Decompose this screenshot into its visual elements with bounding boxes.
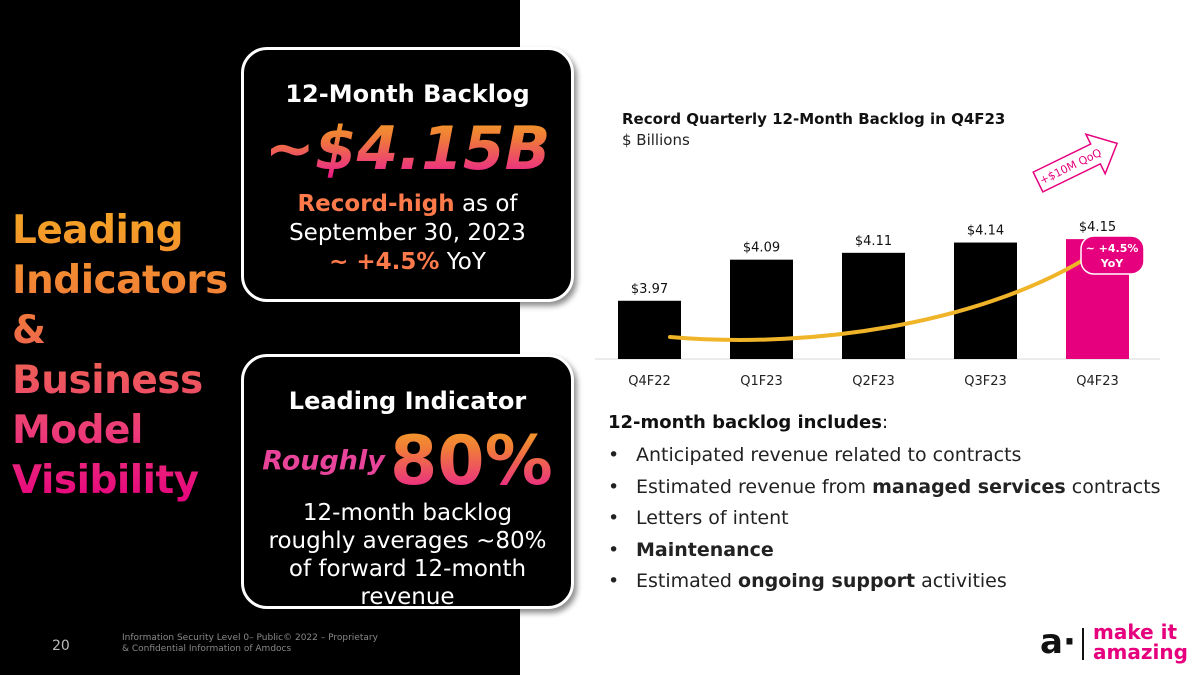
bar-q4f22 (618, 300, 681, 359)
chart-category-labels: Q4F22 Q1F23 Q2F23 Q3F23 Q4F23 (628, 374, 1119, 389)
x-tick-label: Q3F23 (964, 374, 1007, 389)
backlog-card-title: 12-Month Backlog (285, 80, 530, 108)
bullets-title-colon: : (881, 412, 889, 433)
list-item-text: Estimated revenue from (636, 475, 873, 498)
roughly-label: Roughly (262, 445, 385, 477)
page-number: 20 (52, 638, 70, 654)
leading-indicator-value-row: Roughly 80% (244, 421, 571, 501)
bar-value-label: $4.15 (1079, 220, 1116, 235)
logo-divider (1082, 628, 1084, 660)
list-item: • Estimated revenue from managed services… (608, 472, 1161, 504)
bar-value-label: $4.14 (967, 224, 1004, 239)
chart-value-labels: $3.97 $4.09 $4.11 $4.14 $4.15 (631, 220, 1116, 297)
bullet-dot: • (608, 570, 620, 592)
yoy-label: YoY (439, 249, 486, 275)
list-item: • Letters of intent (608, 503, 1161, 535)
qoq-arrow: +$10M QoQ (1032, 132, 1119, 193)
logo-tagline-line2: amazing (1093, 640, 1188, 664)
qoq-arrow-shape (1032, 132, 1119, 193)
yoy-value: ~ +4.5% (329, 249, 440, 275)
bar-q1f23 (730, 259, 793, 359)
headline-line: Model (12, 408, 143, 453)
yoy-badge-label: YoY (1100, 257, 1125, 270)
bullet-dot: • (608, 444, 620, 466)
backlog-description: Record-high as of September 30, 2023 ~ +… (244, 190, 571, 277)
headline: Leading Indicators & Business Model Visi… (12, 206, 242, 506)
chart-title: Record Quarterly 12-Month Backlog in Q4F… (622, 110, 1006, 128)
chart-bars (618, 239, 1129, 359)
list-item-text: Letters of intent (636, 507, 789, 529)
bar-q3f23 (954, 242, 1017, 359)
amdocs-logo: a· make it amazing (1040, 618, 1190, 668)
list-item-bold: ongoing support (738, 570, 916, 592)
list-item: • Anticipated revenue related to contract… (608, 440, 1161, 472)
x-tick-label: Q1F23 (740, 374, 783, 389)
x-tick-label: Q4F23 (1076, 374, 1119, 389)
x-tick-label: Q4F22 (628, 374, 671, 389)
x-tick-label: Q2F23 (852, 374, 895, 389)
footer-classification: Information Security Level 0– Public© 20… (122, 633, 378, 654)
bar-value-label: $4.09 (743, 241, 780, 256)
headline-line: Visibility (12, 458, 199, 503)
list-item: • Maintenance (608, 535, 1161, 567)
backlog-value: ~$4.15B (244, 114, 571, 184)
leading-indicator-title: Leading Indicator (288, 387, 527, 415)
bullets-title-bold: 12-month backlog includes (608, 412, 882, 433)
bullet-dot: • (608, 507, 620, 529)
bullet-dot: • (608, 475, 620, 498)
logo-tagline: make it amazing (1093, 622, 1188, 662)
bar-q2f23 (842, 252, 905, 359)
headline-line: & Business (12, 308, 203, 403)
backlog-card: 12-Month Backlog ~$4.15B Record-high as … (241, 47, 574, 302)
list-item-text: contracts (1065, 475, 1161, 498)
list-item-text: Anticipated revenue related to contracts (636, 444, 1022, 466)
headline-line: Leading (12, 208, 184, 253)
leading-indicator-card: Leading Indicator Roughly 80% 12-month b… (241, 354, 574, 610)
leading-indicator-description: 12-month backlog roughly averages ~80% o… (268, 500, 547, 610)
list-item-text: Estimated (636, 570, 739, 592)
yoy-badge-value: ~ +4.5% (1086, 242, 1139, 255)
headline-line: Indicators (12, 258, 228, 303)
list-item: • Estimated ongoing support activities (608, 566, 1161, 598)
as-of-date: September 30, 2023 (289, 220, 526, 246)
record-high-label: Record-high (297, 191, 455, 217)
chart-subtitle: $ Billions (622, 131, 690, 149)
backlog-includes-list: • Anticipated revenue related to contract… (608, 440, 1161, 598)
bar-value-label: $4.11 (855, 234, 892, 249)
bullet-dot: • (608, 538, 620, 561)
list-item-bold: Maintenance (636, 538, 774, 561)
bar-value-label: $3.97 (631, 282, 668, 297)
list-item-bold: managed services (872, 475, 1066, 498)
logo-mark: a· (1040, 622, 1076, 662)
backlog-bar-chart: $3.97 $4.09 $4.11 $4.14 $4.15 Q4F22 Q1F23 Q2F2… (595, 132, 1160, 389)
list-item-text: activities (915, 570, 1007, 592)
growth-trend-arrow (668, 251, 1097, 342)
logo-tagline-line1: make it (1093, 620, 1178, 644)
as-of-text: as of (454, 191, 518, 217)
bullets-title: 12-month backlog includes: (608, 412, 888, 433)
yoy-badge: ~ +4.5% YoY (1080, 235, 1145, 275)
leading-indicator-value: 80% (389, 421, 553, 501)
